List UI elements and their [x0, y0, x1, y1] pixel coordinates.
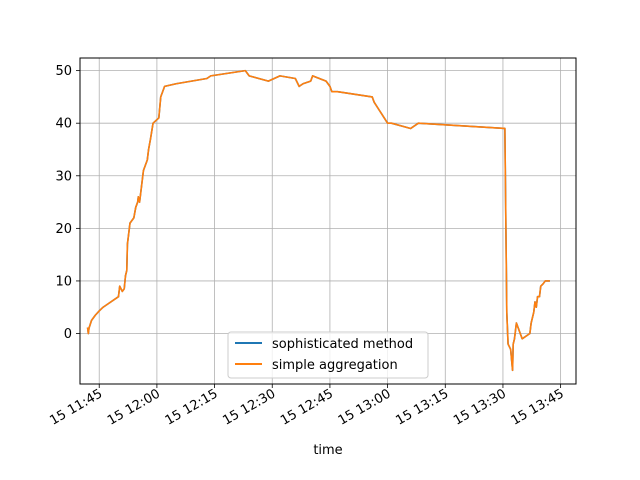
legend-label-sophisticated: sophisticated method — [272, 337, 413, 352]
y-axis: 0 10 20 30 40 50 — [55, 64, 80, 342]
y-tick-label: 30 — [55, 169, 72, 184]
plot-frame — [79, 57, 577, 385]
y-tick-label: 50 — [55, 64, 72, 79]
series-layer — [86, 69, 550, 372]
grid — [80, 58, 576, 384]
x-axis-title: time — [313, 443, 342, 458]
y-tick-label: 0 — [64, 327, 72, 342]
legend: sophisticated method simple aggregation — [227, 331, 429, 379]
y-tick-label: 20 — [55, 222, 72, 237]
legend-box — [227, 331, 429, 379]
legend-label-simple: simple aggregation — [272, 358, 398, 373]
y-tick-label: 10 — [55, 274, 72, 289]
plot-area — [80, 58, 576, 384]
series-line-simple — [86, 69, 550, 372]
y-tick-label: 40 — [55, 117, 72, 132]
